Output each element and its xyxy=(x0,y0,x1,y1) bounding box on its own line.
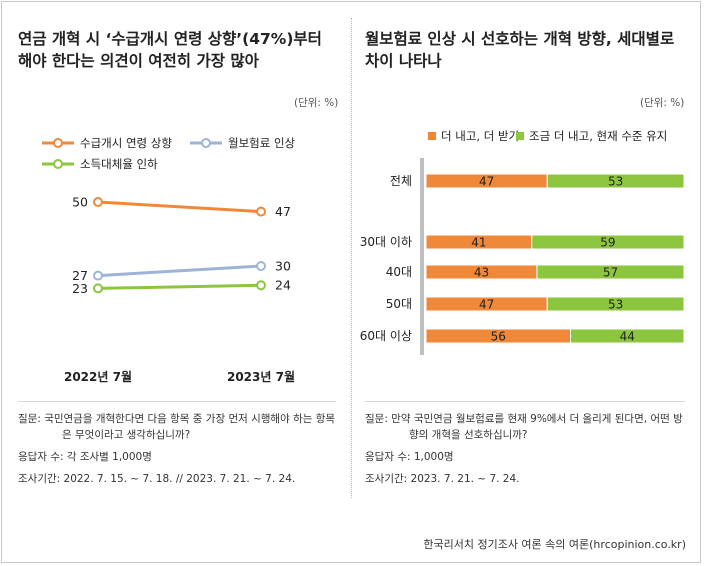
legend-swatch-0 xyxy=(428,132,436,140)
line-x-axis: 2022년 7월 2023년 7월 xyxy=(64,369,295,384)
data-label-2-0: 23 xyxy=(72,281,88,296)
data-label-2-1: 24 xyxy=(275,278,291,293)
bar-value-4-1: 44 xyxy=(620,330,635,344)
legend-label-2: 소득대체율 인하 xyxy=(80,157,158,171)
series-line-0 xyxy=(97,200,262,214)
left-note-respondents: 응답자 수: 각 조사별 1,000명 xyxy=(18,451,152,463)
series-line-2 xyxy=(97,283,262,290)
row-label-1: 30대 이하 xyxy=(360,235,412,249)
x-tick-label-1: 2023년 7월 xyxy=(227,369,295,384)
left-note-divider xyxy=(18,401,336,402)
bar-value-2-0: 43 xyxy=(474,266,489,280)
bar-value-2-1: 57 xyxy=(603,266,618,280)
data-point-0-1 xyxy=(256,206,266,217)
left-notes: 질문: 국민연금을 개혁한다면 다음 항목 중 가장 먼저 시행해야 하는 항목… xyxy=(18,411,336,487)
right-title-line1: 월보험료 인상 시 선호하는 개혁 방향, 세대별로 xyxy=(365,30,675,48)
bar-segment-2-1 xyxy=(536,264,685,280)
right-unit: (단위: %) xyxy=(640,97,685,109)
left-unit: (단위: %) xyxy=(294,97,339,109)
right-title-line2: 차이 나타나 xyxy=(365,52,442,70)
left-title-line2: 해야 한다는 의견이 여전히 가장 많아 xyxy=(18,52,259,70)
data-label-1-0: 27 xyxy=(72,268,88,283)
bar-legend: 더 내고, 더 받기 조금 더 내고, 현재 수준 유지 xyxy=(428,129,667,143)
bar-value-3-0: 47 xyxy=(479,298,494,312)
left-title-line1: 연금 개혁 시 ‘수급개시 연령 상향’(47%)부터 xyxy=(18,30,322,48)
right-note-divider xyxy=(365,401,685,402)
right-note-period: 조사기간: 2023. 7. 21. ~ 7. 24. xyxy=(365,473,520,485)
right-note-question: 질문: 만약 국민연금 월보험료를 현재 9%에서 더 올리게 된다면, 어떤 … xyxy=(365,411,685,443)
bar-value-0-1: 53 xyxy=(608,175,623,189)
data-label-0-0: 50 xyxy=(72,195,88,210)
bar-segment-0-1 xyxy=(546,173,685,189)
data-label-1-1: 30 xyxy=(275,259,291,274)
bar-value-0-0: 47 xyxy=(479,175,494,189)
data-point-1-0 xyxy=(93,270,103,281)
legend-marker-2 xyxy=(53,159,63,169)
data-point-2-1 xyxy=(256,280,266,291)
left-note-question-text: 국민연금을 개혁한다면 다음 항목 중 가장 먼저 시행해야 하는 항목은 무엇… xyxy=(44,413,336,441)
bar-value-1-1: 59 xyxy=(600,236,615,250)
bar-segment-3-1 xyxy=(546,296,685,312)
bar-value-3-1: 53 xyxy=(608,298,623,312)
row-label-0: 전체 xyxy=(390,174,412,188)
bar-rows: 전체 47 53 30대 이하 41 59 40대 43 57 50대 47 53 60대 이상 56 44 xyxy=(360,173,685,344)
legend-swatch-1 xyxy=(516,132,524,140)
left-title: 연금 개혁 시 ‘수급개시 연령 상향’(47%)부터 해야 한다는 의견이 여… xyxy=(18,28,322,72)
legend-label-0: 수급개시 연령 상향 xyxy=(80,136,172,150)
bar-value-1-0: 41 xyxy=(471,236,486,250)
bar-segment-1-1 xyxy=(531,234,685,250)
right-note-question-text: 만약 국민연금 월보험료를 현재 9%에서 더 올리게 된다면, 어떤 방향의 … xyxy=(391,413,683,441)
right-title: 월보험료 인상 시 선호하는 개혁 방향, 세대별로 차이 나타나 xyxy=(365,28,674,72)
legend-label-1: 조금 더 내고, 현재 수준 유지 xyxy=(529,129,667,143)
data-point-1-1 xyxy=(256,261,266,271)
line-series-group: 50 47 27 30 23 24 xyxy=(72,195,291,296)
right-notes: 질문: 만약 국민연금 월보험료를 현재 9%에서 더 올리게 된다면, 어떤 … xyxy=(365,411,685,487)
stacked-bar-chart: 더 내고, 더 받기 조금 더 내고, 현재 수준 유지 전체 47 53 30대 이하… xyxy=(360,129,685,355)
right-note-respondents: 응답자 수: 1,000명 xyxy=(365,451,454,463)
legend-marker-0 xyxy=(53,138,63,148)
bar-value-4-0: 56 xyxy=(491,330,506,344)
legend-label-1: 월보험료 인상 xyxy=(228,136,296,150)
series-line-1 xyxy=(97,264,262,278)
row-label-2: 40대 xyxy=(386,265,412,279)
legend-marker-1 xyxy=(201,138,211,148)
legend-label-0: 더 내고, 더 받기 xyxy=(441,129,519,143)
source-footer: 한국리서치 정기조사 여론 속의 여론(hrcopinion.co.kr) xyxy=(423,538,686,551)
left-note-question: 질문: 국민연금을 개혁한다면 다음 항목 중 가장 먼저 시행해야 하는 항목… xyxy=(18,411,336,443)
right-note-question-label: 질문: xyxy=(365,413,388,425)
data-point-0-0 xyxy=(93,197,103,207)
data-point-2-0 xyxy=(93,283,103,294)
left-note-question-label: 질문: xyxy=(18,413,41,425)
row-label-4: 60대 이상 xyxy=(360,329,412,343)
bar-segment-4-1 xyxy=(569,328,685,344)
left-note-period: 조사기간: 2022. 7. 15. ~ 7. 18. // 2023. 7. … xyxy=(18,473,296,485)
x-tick-label-0: 2022년 7월 xyxy=(64,369,132,384)
data-label-0-1: 47 xyxy=(275,204,291,219)
row-label-3: 50대 xyxy=(386,297,412,311)
panel-divider xyxy=(351,18,352,498)
